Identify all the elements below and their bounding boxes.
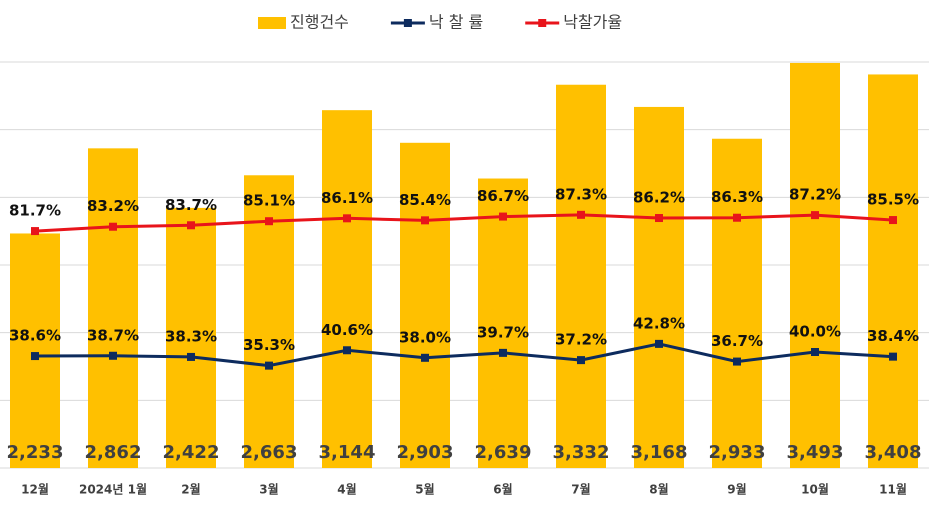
bar [634, 106, 684, 468]
line-value-label: 83.7% [165, 196, 217, 214]
legend-swatch [538, 19, 547, 27]
line-value-label: 38.3% [165, 327, 217, 345]
line-value-label: 40.0% [789, 323, 841, 341]
line-value-label: 38.6% [9, 327, 61, 345]
marker [499, 348, 507, 357]
line-value-label: 38.7% [87, 326, 139, 344]
bar-value-label: 3,144 [319, 442, 376, 463]
bar-value-label: 3,332 [553, 442, 610, 463]
legend-swatch [403, 19, 412, 27]
bar-value-label: 3,168 [631, 442, 688, 463]
marker [577, 356, 585, 365]
bar [868, 74, 918, 468]
marker [421, 353, 429, 362]
line-value-label: 87.3% [555, 185, 607, 203]
x-tick-label: 2024년 1월 [79, 482, 147, 497]
x-tick-label: 11월 [879, 482, 907, 497]
marker [733, 213, 741, 222]
marker [577, 210, 585, 219]
x-tick-label: 8월 [649, 482, 668, 497]
marker [187, 352, 195, 361]
marker [343, 214, 351, 223]
legend-label: 진행건수 [290, 13, 349, 32]
marker [421, 216, 429, 225]
bar-value-label: 3,493 [787, 442, 844, 463]
x-tick-label: 9월 [727, 482, 746, 497]
legend-label: 낙찰가율 [563, 13, 622, 32]
line-value-label: 35.3% [243, 336, 295, 354]
x-tick-label: 12월 [21, 482, 49, 497]
marker [265, 217, 273, 226]
bar [556, 84, 606, 469]
bar [478, 178, 528, 468]
line-value-label: 85.5% [867, 191, 919, 209]
marker [31, 352, 39, 361]
marker [109, 351, 117, 360]
marker [889, 352, 897, 361]
bar-value-label: 2,422 [163, 442, 220, 463]
line-value-label: 86.3% [711, 188, 763, 206]
bar-value-label: 2,933 [709, 442, 766, 463]
bar [10, 233, 60, 468]
line-value-label: 83.2% [87, 197, 139, 215]
line-value-label: 36.7% [711, 332, 763, 350]
line-value-label: 85.1% [243, 192, 295, 210]
marker [811, 348, 819, 356]
marker [109, 222, 117, 231]
line-value-label: 39.7% [477, 323, 529, 341]
marker [655, 339, 663, 348]
x-tick-label: 10월 [801, 482, 829, 497]
x-tick-label: 6월 [493, 482, 512, 497]
line-value-label: 37.2% [555, 331, 607, 349]
line-value-label: 85.4% [399, 191, 451, 209]
marker [499, 212, 507, 221]
bar [322, 110, 372, 469]
bar [88, 148, 138, 469]
bar-value-label: 2,903 [397, 442, 454, 463]
x-tick-label: 5월 [415, 482, 434, 497]
line-value-label: 86.7% [477, 187, 529, 205]
bar [166, 207, 216, 468]
bar [790, 62, 840, 469]
x-tick-label: 3월 [259, 482, 278, 497]
x-tick-label: 4월 [337, 482, 356, 497]
marker [811, 211, 819, 220]
bar [400, 142, 450, 468]
line-value-label: 86.1% [321, 189, 373, 207]
bar-value-label: 2,233 [7, 442, 64, 463]
line [34, 213, 894, 233]
bar-value-label: 2,663 [241, 442, 298, 463]
line-value-label: 42.8% [633, 314, 685, 332]
x-tick-label: 2월 [181, 482, 200, 497]
line-value-label: 40.6% [321, 321, 373, 339]
bar-value-label: 2,639 [475, 442, 532, 463]
line-value-label: 87.2% [789, 186, 841, 204]
marker [733, 357, 741, 366]
bar [712, 138, 762, 468]
line-value-label: 38.0% [399, 328, 451, 346]
marker [265, 361, 273, 370]
legend-swatch [258, 17, 286, 29]
x-tick-label: 7월 [571, 482, 590, 497]
marker [343, 346, 351, 355]
marker [655, 214, 663, 223]
marker [889, 216, 897, 225]
bar-value-label: 2,862 [85, 442, 142, 463]
line-value-label: 81.7% [9, 202, 61, 220]
bar-value-label: 3,408 [865, 442, 922, 463]
line-value-label: 38.4% [867, 327, 919, 345]
marker [187, 221, 195, 230]
marker [31, 227, 39, 236]
line-value-label: 86.2% [633, 189, 685, 207]
line [34, 342, 894, 368]
legend-label: 낙 찰 률 [429, 13, 483, 32]
